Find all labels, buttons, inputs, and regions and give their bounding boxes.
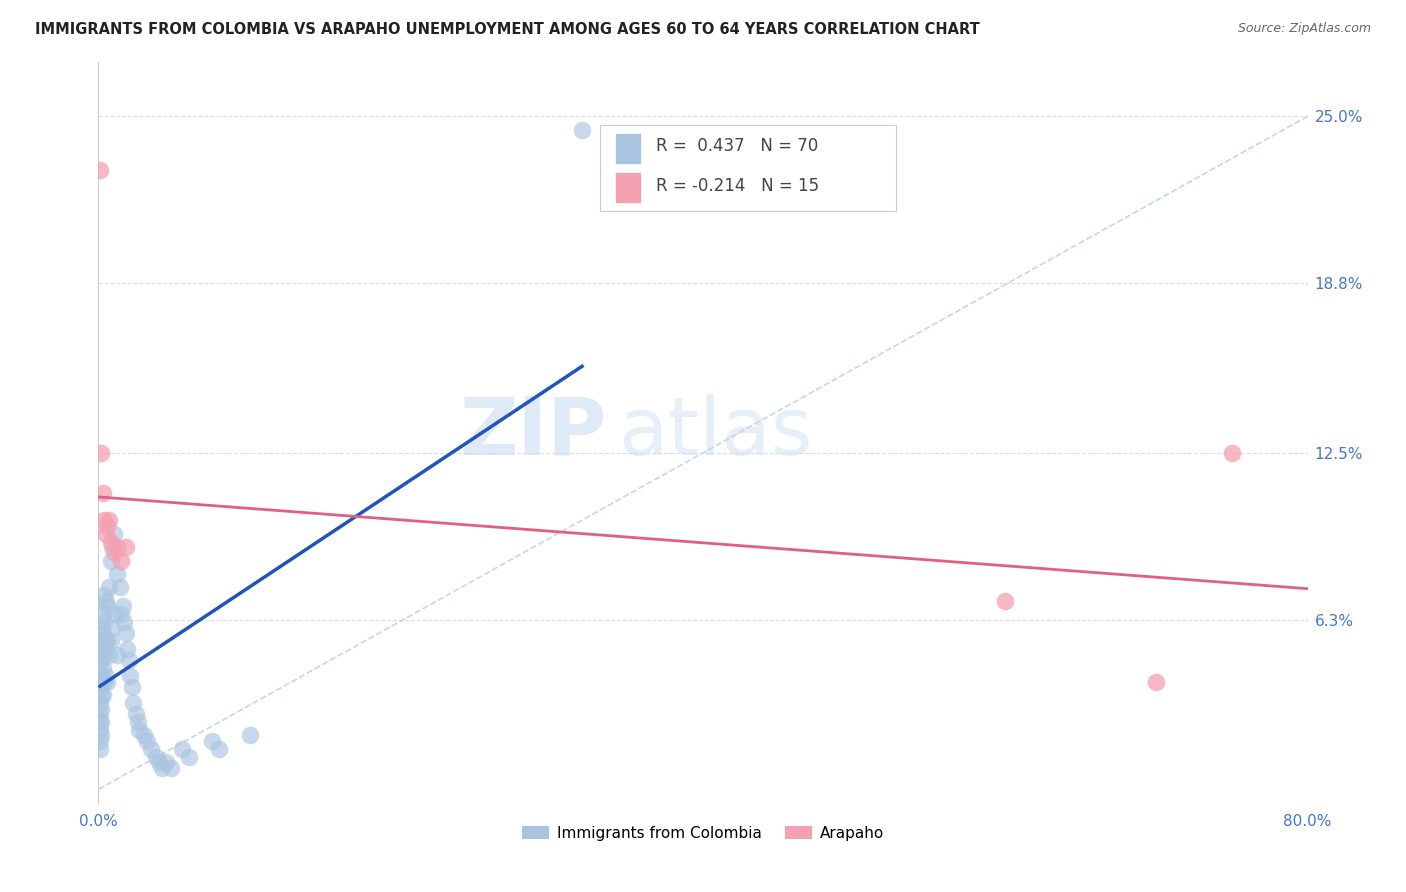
- Point: [94, 669, 117, 683]
- Point: [135, 734, 157, 748]
- Point: [89, 706, 111, 721]
- Point: [994, 594, 1017, 608]
- Point: [170, 742, 193, 756]
- Point: [105, 566, 128, 581]
- Point: [148, 756, 170, 770]
- Point: [120, 669, 142, 683]
- Point: [108, 581, 131, 595]
- Point: [132, 729, 155, 743]
- Point: [89, 653, 111, 667]
- Point: [93, 615, 115, 630]
- Point: [105, 648, 128, 662]
- Point: [239, 729, 262, 743]
- Point: [100, 553, 122, 567]
- Text: R =  0.437   N = 70: R = 0.437 N = 70: [655, 137, 818, 155]
- Point: [93, 589, 115, 603]
- Point: [103, 607, 125, 622]
- Point: [96, 634, 118, 648]
- Point: [94, 634, 117, 648]
- Point: [114, 626, 136, 640]
- Point: [1220, 446, 1243, 460]
- Point: [96, 599, 118, 614]
- Point: [89, 714, 111, 729]
- Point: [91, 688, 114, 702]
- Point: [1144, 674, 1167, 689]
- Point: [90, 621, 112, 635]
- Point: [110, 553, 132, 567]
- Point: [179, 750, 201, 764]
- Point: [125, 706, 148, 721]
- Point: [90, 669, 112, 683]
- Point: [90, 634, 112, 648]
- Point: [89, 163, 111, 178]
- Point: [94, 526, 117, 541]
- Point: [91, 661, 114, 675]
- Point: [122, 696, 145, 710]
- Point: [98, 513, 121, 527]
- Point: [110, 607, 132, 622]
- Point: [98, 581, 121, 595]
- Point: [90, 714, 112, 729]
- Point: [128, 723, 150, 738]
- Point: [91, 486, 114, 500]
- Point: [93, 648, 115, 662]
- Point: [90, 729, 112, 743]
- Bar: [614, 133, 641, 164]
- Text: R = -0.214   N = 15: R = -0.214 N = 15: [655, 178, 818, 195]
- Point: [112, 615, 135, 630]
- Point: [160, 761, 183, 775]
- Point: [89, 723, 111, 738]
- Point: [91, 607, 114, 622]
- Point: [114, 540, 136, 554]
- Point: [127, 714, 149, 729]
- Point: [208, 742, 231, 756]
- Point: [93, 674, 115, 689]
- Point: [93, 513, 115, 527]
- Point: [98, 648, 121, 662]
- Point: [89, 734, 111, 748]
- Point: [89, 742, 111, 756]
- Point: [90, 446, 112, 460]
- Point: [571, 122, 593, 136]
- Point: [111, 599, 134, 614]
- Text: Source: ZipAtlas.com: Source: ZipAtlas.com: [1237, 22, 1371, 36]
- Point: [118, 653, 141, 667]
- Point: [96, 674, 118, 689]
- Point: [94, 594, 117, 608]
- Point: [105, 540, 128, 554]
- Point: [201, 734, 224, 748]
- Point: [150, 761, 173, 775]
- Point: [89, 634, 111, 648]
- Point: [96, 518, 118, 533]
- Bar: [614, 172, 641, 203]
- Point: [90, 653, 112, 667]
- Text: atlas: atlas: [619, 393, 813, 472]
- Point: [90, 701, 112, 715]
- Point: [103, 545, 125, 559]
- Text: ZIP: ZIP: [458, 393, 606, 472]
- Legend: Immigrants from Colombia, Arapaho: Immigrants from Colombia, Arapaho: [516, 820, 890, 847]
- FancyBboxPatch shape: [600, 126, 897, 211]
- Point: [91, 642, 114, 657]
- Point: [89, 669, 111, 683]
- Point: [141, 742, 163, 756]
- Point: [155, 756, 177, 770]
- Point: [103, 526, 125, 541]
- Point: [101, 621, 124, 635]
- Text: IMMIGRANTS FROM COLOMBIA VS ARAPAHO UNEMPLOYMENT AMONG AGES 60 TO 64 YEARS CORRE: IMMIGRANTS FROM COLOMBIA VS ARAPAHO UNEM…: [35, 22, 980, 37]
- Point: [90, 688, 112, 702]
- Point: [121, 680, 143, 694]
- Point: [145, 750, 167, 764]
- Point: [89, 680, 111, 694]
- Point: [101, 540, 124, 554]
- Point: [91, 626, 114, 640]
- Point: [115, 642, 138, 657]
- Point: [89, 696, 111, 710]
- Point: [100, 634, 122, 648]
- Point: [100, 534, 122, 549]
